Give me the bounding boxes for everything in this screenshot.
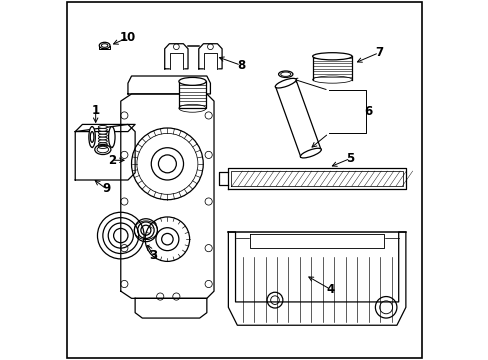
Ellipse shape	[108, 127, 115, 147]
Ellipse shape	[275, 78, 296, 88]
Ellipse shape	[98, 134, 107, 137]
Ellipse shape	[179, 77, 206, 85]
Ellipse shape	[278, 71, 292, 77]
Ellipse shape	[98, 140, 107, 143]
Ellipse shape	[98, 126, 107, 129]
Text: 1: 1	[91, 104, 100, 117]
Text: 8: 8	[236, 59, 244, 72]
Text: 5: 5	[346, 152, 354, 165]
Polygon shape	[249, 234, 384, 248]
Polygon shape	[228, 168, 405, 189]
Ellipse shape	[98, 129, 107, 131]
Polygon shape	[203, 53, 217, 69]
Text: 2: 2	[107, 154, 116, 167]
Polygon shape	[275, 80, 320, 157]
Ellipse shape	[300, 148, 321, 158]
Polygon shape	[75, 125, 135, 180]
Text: 7: 7	[374, 46, 382, 59]
Polygon shape	[228, 232, 405, 325]
Ellipse shape	[312, 53, 351, 60]
Polygon shape	[135, 298, 206, 318]
Polygon shape	[198, 44, 222, 69]
Text: 6: 6	[364, 105, 371, 118]
Ellipse shape	[98, 137, 107, 140]
Ellipse shape	[99, 42, 110, 49]
Polygon shape	[128, 76, 210, 94]
Polygon shape	[219, 172, 228, 185]
Text: 4: 4	[326, 283, 334, 296]
Polygon shape	[121, 94, 214, 298]
Text: 10: 10	[120, 31, 136, 44]
Polygon shape	[169, 53, 183, 69]
Ellipse shape	[98, 145, 107, 148]
Text: 9: 9	[102, 183, 110, 195]
Bar	[179, 81, 206, 108]
Text: 3: 3	[149, 249, 157, 262]
Ellipse shape	[98, 131, 107, 134]
Ellipse shape	[89, 127, 95, 147]
Polygon shape	[164, 44, 187, 69]
Ellipse shape	[98, 143, 107, 145]
Polygon shape	[75, 125, 135, 132]
